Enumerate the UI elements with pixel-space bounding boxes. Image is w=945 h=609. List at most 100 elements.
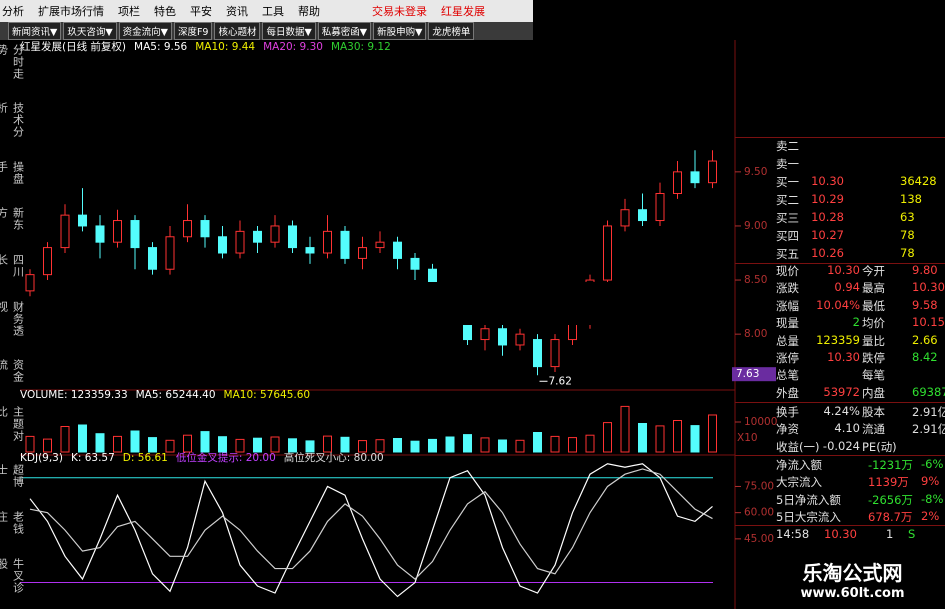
toolbar-button[interactable]: 核心题材 [214,22,261,40]
volume-bar [95,433,105,453]
price-tag [732,367,776,382]
quote-cell: 换手 [776,405,799,419]
volume-bar [113,435,122,453]
candle-body [498,328,507,346]
menu-item[interactable]: 工具 [262,5,284,18]
quote-cell: 买二 [776,193,799,207]
watermark-name: 乐淘公式网 [802,561,903,585]
volume-bar [235,438,245,453]
quote-cell: 138 [900,192,922,206]
menu-item[interactable]: 帮助 [298,5,320,18]
volume-bar [690,425,700,453]
quote-cell: 涨跌 [776,281,799,296]
candle-body [480,328,490,341]
quote-cell: 股本 [862,405,885,419]
toolbar-button[interactable]: 龙虎榜单 [428,22,475,40]
quote-cell: 最高 [862,281,885,296]
y-tick-label: 75.00 [744,480,774,492]
toolbar-button[interactable]: 新股申购▼ [373,22,427,40]
side-tab[interactable]: 老钱庄 [0,510,25,535]
candle-body [515,333,525,346]
menu-item[interactable]: 资讯 [226,5,248,18]
quote-row: 涨跌 0.94 最高 10.30 [776,280,945,297]
quote-row: 卖一 [776,156,945,173]
side-tab[interactable]: 操盘手 [0,160,25,185]
login-status[interactable]: 交易未登录 [372,5,427,18]
legend-item: MA20: 9.30 [263,41,323,53]
menu-item[interactable]: 分析 [2,5,24,18]
quote-row: 总笔 每笔 [776,367,945,384]
volume-bar [655,425,665,453]
toolbar-button[interactable]: 私募密函▼ [317,22,372,40]
candle-body [113,220,122,243]
menu-item[interactable]: 扩展市场行情 [38,5,104,18]
side-tab[interactable]: 资金流 [0,359,25,384]
quote-row: 净流入额 -1231万 -6% [776,457,945,474]
axis-note: X10 [737,432,758,444]
quote-row: 总量 123359 量比 2.66 [776,333,945,350]
quote-cell: 0.94 [834,280,860,295]
side-tab[interactable]: 四川长 [0,254,25,279]
candle-body [148,247,157,270]
candle-body [78,214,87,227]
legend: KDJ(9,3) K: 63.57 D: 56.61 低位金叉提示: 20.00 高位死… [20,451,384,464]
candle-body [550,339,560,368]
side-tab[interactable]: 主题对比 [0,405,25,442]
quote-cell: 9.58 [912,297,938,312]
candle-body [340,230,350,259]
quote-cell: 卖二 [776,139,799,153]
menu-item[interactable]: 项栏 [118,5,140,18]
quote-row: 5日净流入额 -2656万 -8% [776,492,945,509]
volume-bar [25,435,35,453]
quote-cell: 卖一 [776,157,799,171]
quote-cell: 涨停 [776,351,799,365]
quote-panel: 卖二 卖一 买一 10.30 36428 买二 10.29 138 买三 10.28 63 买四 10.… [776,138,945,548]
side-tab[interactable]: 财务透视 [0,300,25,337]
toolbar-button[interactable]: 新闻资讯▼ [8,22,62,40]
separator [735,137,945,138]
volume-bar [200,431,210,453]
candle-body [270,225,280,243]
side-tab[interactable]: 新东方 [0,207,25,232]
volume-bar [498,439,507,453]
volume-bar [165,439,175,453]
legend-item: MA5: 65244.40 [136,389,216,401]
candle-body [410,257,420,270]
quote-cell: S [908,527,916,541]
quote-cell: 14:58 [776,527,810,541]
quote-cell: 内盘 [862,385,885,400]
candle-body [218,236,227,254]
volume-bar [708,414,717,453]
volume-bar [253,437,262,453]
toolbar-button[interactable]: 深度F9 [173,22,213,40]
side-tab[interactable]: 超博士 [0,464,25,489]
quote-row: 买五 10.26 78 [776,246,945,263]
quote-cell: 1139万 [868,475,909,490]
y-tick-label: 9.00 [744,220,767,232]
side-tab[interactable]: 技术分析 [0,102,25,139]
toolbar-button[interactable]: 资金流向▼ [118,22,172,40]
toolbar-button[interactable]: 玖天咨询▼ [63,22,117,40]
quote-cell: 最低 [862,298,885,313]
quote-cell: 买五 [776,247,799,261]
toolbar-button[interactable]: 每日数据▼ [262,22,316,40]
quote-cell: -0.024 [822,438,860,453]
side-tab[interactable]: 牛叉诊股 [0,557,25,594]
candle-body [358,247,367,259]
menu-item[interactable]: 平安 [190,5,212,18]
quote-cell: 跌停 [862,351,885,365]
quote-cell: 买四 [776,229,799,243]
side-tab[interactable]: 分时走势 [0,44,25,80]
candle-body [690,171,700,184]
menu-item[interactable]: 特色 [154,5,176,18]
quote-cell: 2 [852,315,860,330]
candle-body [200,220,210,238]
volume-bar [288,438,297,453]
kdj-line [29,463,713,598]
volume-bar [673,420,682,453]
watermark: 乐淘公式网 www.60lt.com [760,553,945,609]
y-tick-label: 9.50 [744,166,767,178]
quote-cell: 5日大宗流入 [776,510,841,525]
volume-bar [305,440,315,453]
quote-cell: 53972 [823,384,860,399]
